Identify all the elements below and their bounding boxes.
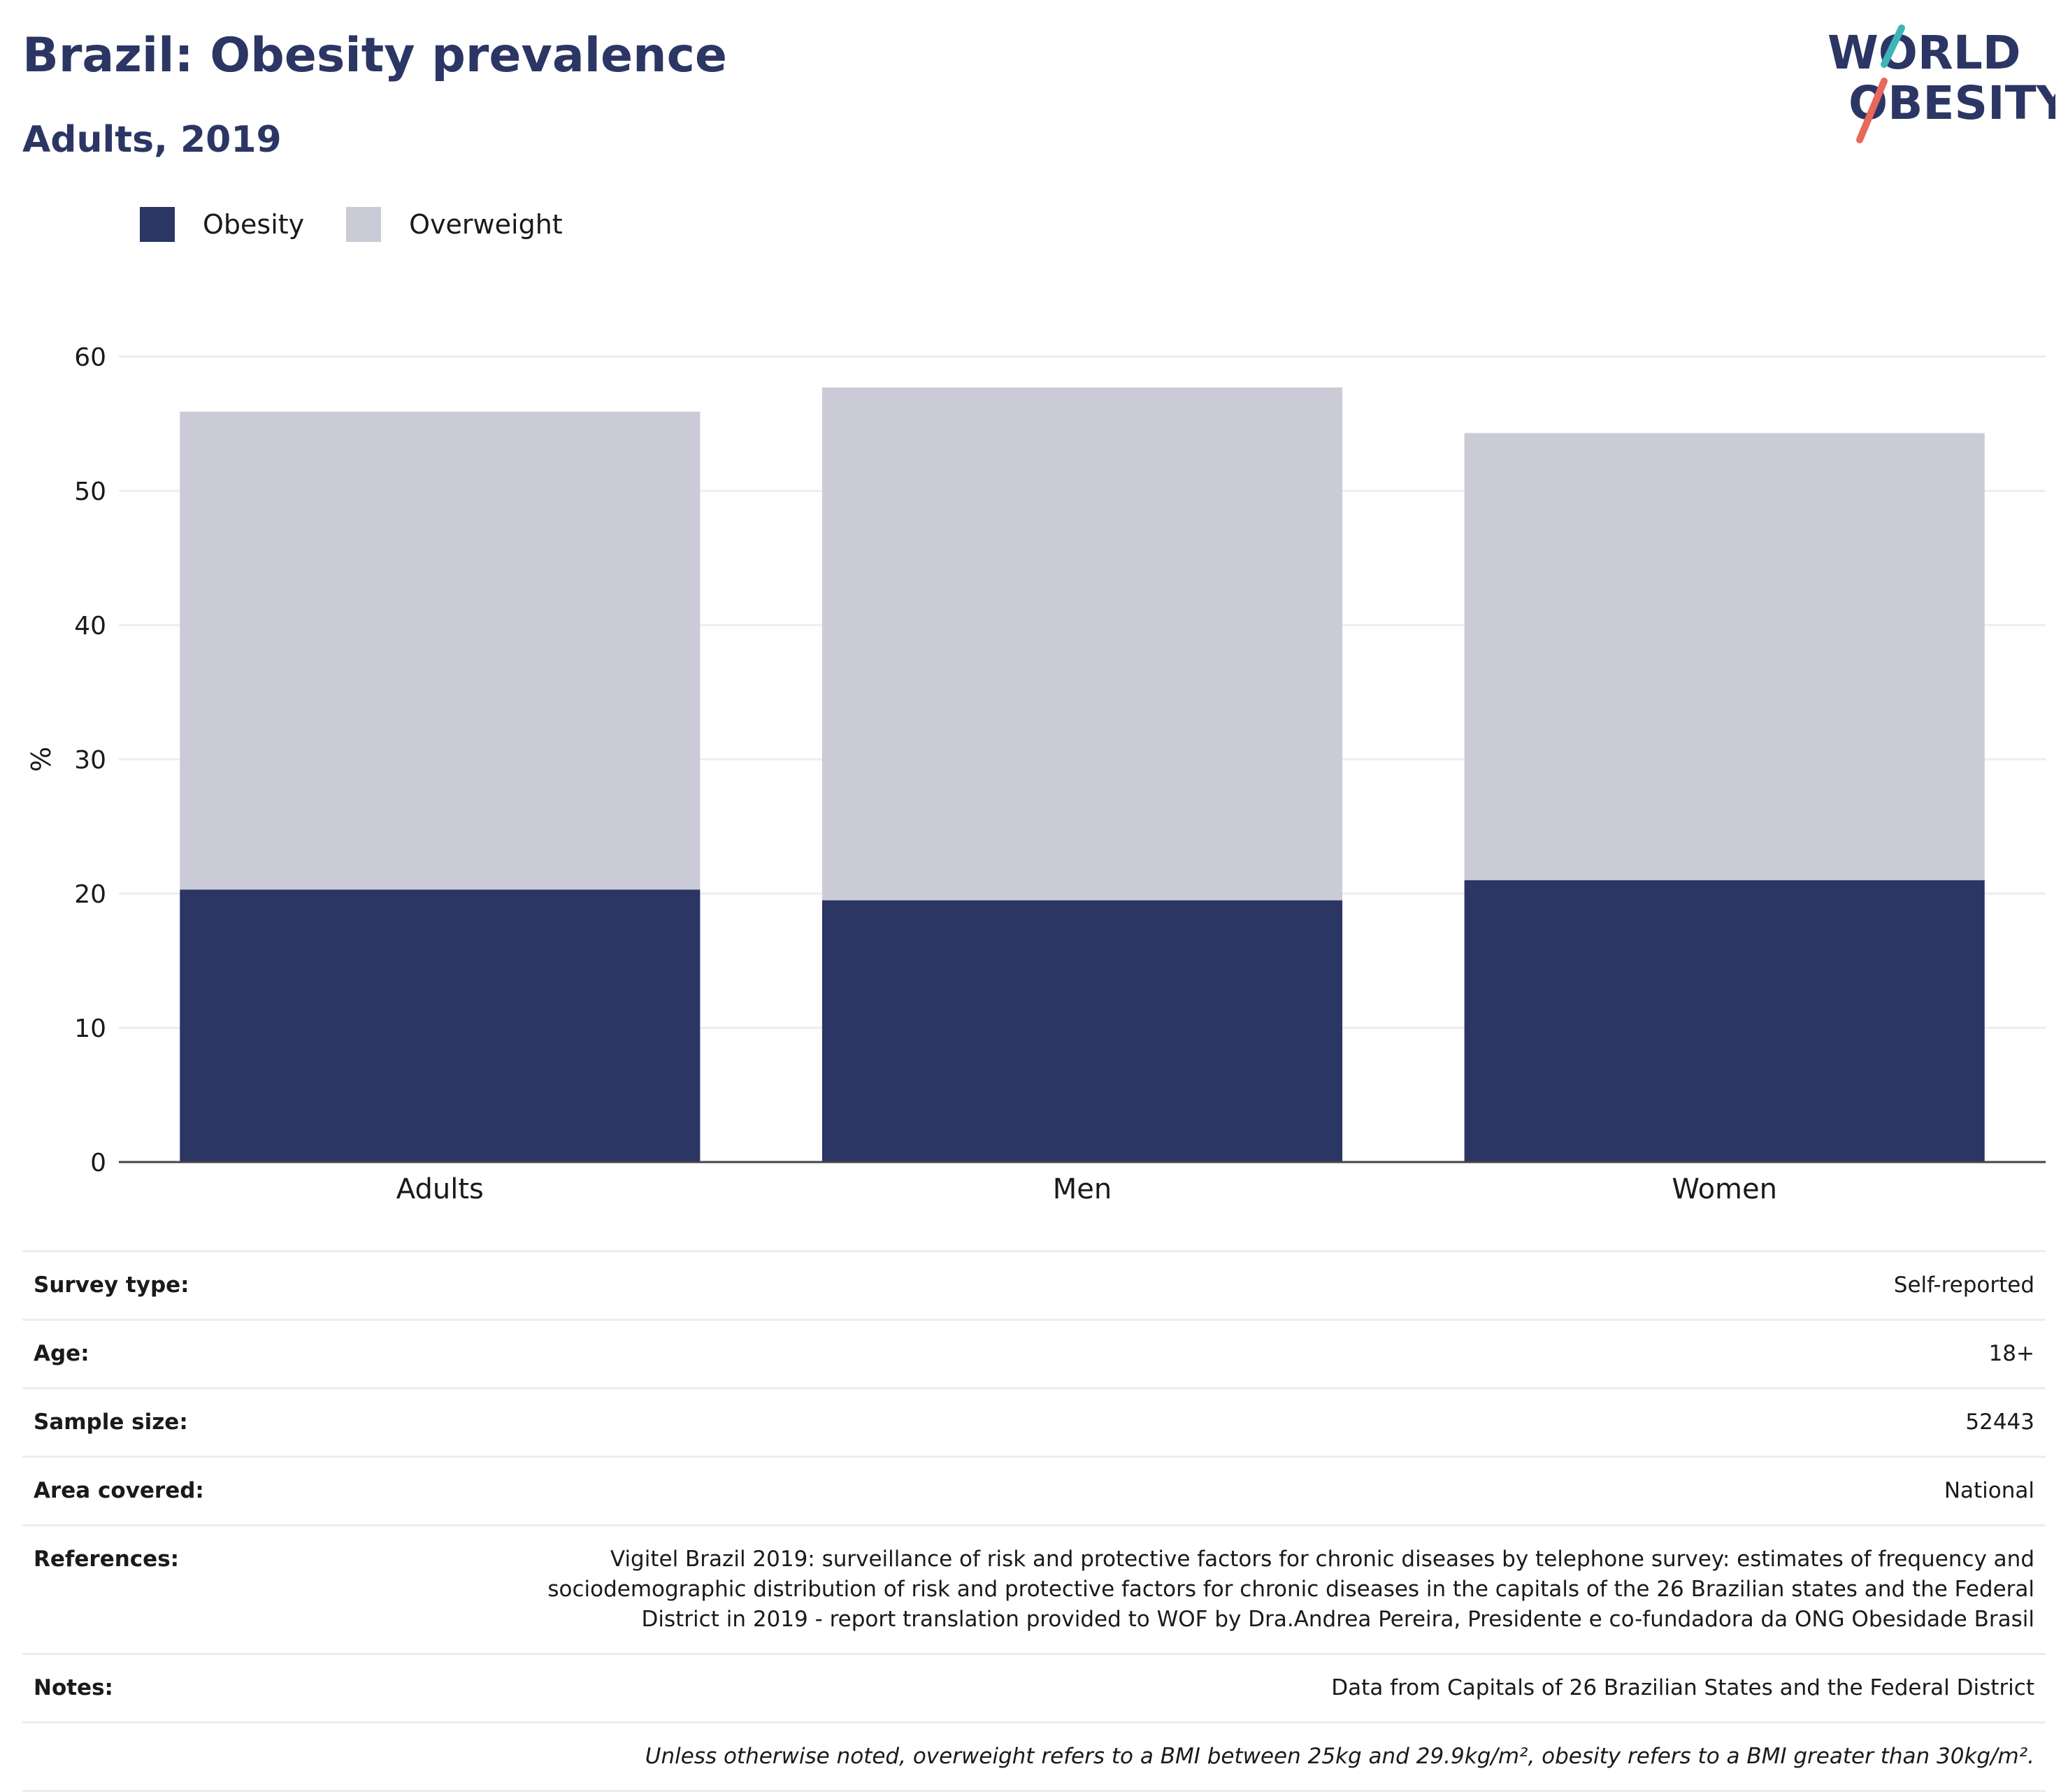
logo-teal-stroke <box>1881 24 1905 68</box>
info-table: Survey type: Self-reported Age: 18+ Samp… <box>22 1250 2046 1792</box>
bar-overweight-adults <box>180 411 701 890</box>
logo-red-stroke <box>1856 78 1888 143</box>
info-key: Notes: <box>34 1675 113 1700</box>
y-tick-label: 0 <box>90 1149 106 1177</box>
x-tick-label: Women <box>1672 1173 1777 1205</box>
footnote-text: Unless otherwise noted, overweight refer… <box>645 1744 2034 1769</box>
bar-overweight-women <box>1464 433 1985 880</box>
bar-obesity-adults <box>180 889 701 1162</box>
info-footnote: Unless otherwise noted, overweight refer… <box>22 1721 2046 1792</box>
logo-line1: WORLD <box>1828 26 2021 80</box>
bar-obesity-women <box>1464 880 1985 1162</box>
info-value: Data from Capitals of 26 Brazilian State… <box>1331 1675 2034 1700</box>
info-value: Vigitel Brazil 2019: surveillance of ris… <box>547 1547 2034 1632</box>
y-tick-label: 40 <box>74 612 106 640</box>
info-row-references: References: Vigitel Brazil 2019: surveil… <box>22 1524 2046 1653</box>
y-tick-label: 60 <box>74 343 106 372</box>
info-key: References: <box>34 1547 180 1572</box>
bar-obesity-men <box>821 900 1343 1162</box>
info-row-age: Age: 18+ <box>22 1319 2046 1387</box>
info-key: Age: <box>34 1341 89 1366</box>
world-obesity-logo: WORLD OBESITY <box>1828 24 2055 143</box>
legend-item-obesity[interactable]: Obesity <box>140 207 304 242</box>
x-tick-label: Adults <box>396 1173 484 1205</box>
legend-swatch-overweight <box>346 207 382 242</box>
info-value: National <box>1944 1478 2034 1503</box>
info-row-survey-type: Survey type: Self-reported <box>22 1250 2046 1319</box>
info-value: Self-reported <box>1893 1273 2034 1298</box>
legend-label-overweight: Overweight <box>409 209 563 240</box>
y-tick-label: 20 <box>74 880 106 909</box>
info-key: Area covered: <box>34 1478 204 1503</box>
legend-label-obesity: Obesity <box>203 209 305 240</box>
legend-swatch-obesity <box>140 207 175 242</box>
info-row-area-covered: Area covered: National <box>22 1456 2046 1524</box>
y-tick-label: 30 <box>74 746 106 775</box>
bar-overweight-men <box>821 387 1343 901</box>
x-tick-label: Men <box>1053 1173 1112 1205</box>
y-tick-label: 10 <box>74 1015 106 1043</box>
chart-title: Brazil: Obesity prevalence <box>22 28 728 83</box>
legend-item-overweight[interactable]: Overweight <box>346 207 563 242</box>
stacked-bar-chart: 0 10 20 30 40 50 60% Adults Men Women <box>26 343 2046 1205</box>
y-tick-label: 50 <box>74 478 106 506</box>
y-axis-label: % <box>26 747 57 772</box>
chart-subtitle: Adults, 2019 <box>22 119 282 161</box>
info-value: 52443 <box>1965 1410 2034 1435</box>
info-key: Survey type: <box>34 1273 189 1298</box>
info-row-notes: Notes: Data from Capitals of 26 Brazilia… <box>22 1653 2046 1721</box>
legend: Obesity Overweight <box>140 207 605 242</box>
info-key: Sample size: <box>34 1410 188 1435</box>
info-row-sample-size: Sample size: 52443 <box>22 1387 2046 1456</box>
info-value: 18+ <box>1988 1341 2034 1366</box>
